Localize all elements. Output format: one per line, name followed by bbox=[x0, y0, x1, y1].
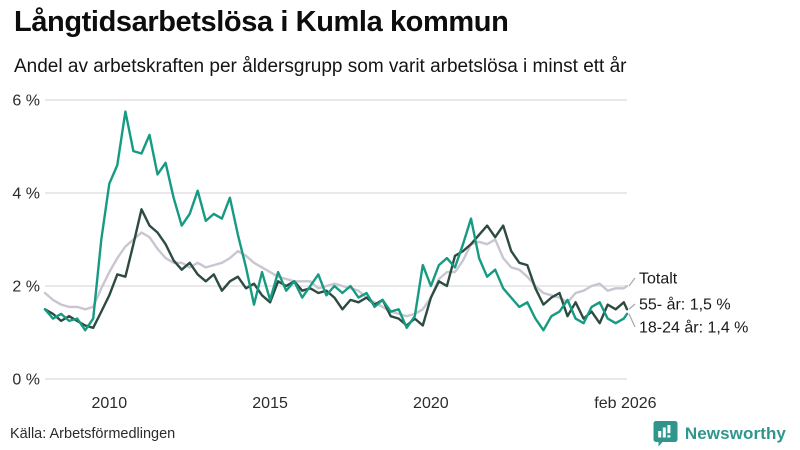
brand-name: Newsworthy bbox=[684, 423, 786, 443]
label-connector bbox=[628, 313, 636, 328]
y-tick-label: 6 % bbox=[12, 93, 40, 110]
series-end-label-18-24-r: 18-24 år: 1,4 % bbox=[639, 319, 748, 337]
series-end-label-55-r: 55- år: 1,5 % bbox=[639, 296, 731, 314]
page-title: Långtidsarbetslösa i Kumla kommun bbox=[14, 6, 509, 38]
series-end-label-totalt: Totalt bbox=[639, 271, 678, 288]
y-tick-label: 0 % bbox=[12, 372, 40, 389]
label-connector bbox=[628, 303, 636, 310]
y-tick-label: 2 % bbox=[12, 279, 40, 296]
newsworthy-brand: Newsworthy bbox=[653, 420, 786, 447]
chart-svg: 0 % 2 % 4 % 6 % 2010 2015 2020 feb 2026 Totalt 55… bbox=[12, 93, 748, 413]
x-tick-label: feb 2026 bbox=[594, 395, 656, 412]
series-line-18-24-r bbox=[43, 110, 629, 332]
bar-chart-bubble-icon bbox=[653, 421, 678, 447]
y-tick-label: 4 % bbox=[12, 186, 40, 203]
chart-subtitle: Andel av arbetskraften per åldersgrupp s… bbox=[14, 56, 627, 77]
source-note: Källa: Arbetsförmedlingen bbox=[10, 426, 176, 442]
line-chart: 0 % 2 % 4 % 6 % 2010 2015 2020 feb 2026 Totalt 55… bbox=[0, 86, 800, 418]
x-tick-label: 2015 bbox=[252, 395, 288, 412]
series-line-55-r bbox=[43, 208, 629, 330]
label-connector bbox=[628, 277, 636, 287]
x-tick-label: 2010 bbox=[92, 395, 128, 412]
x-tick-label: 2020 bbox=[413, 395, 449, 412]
